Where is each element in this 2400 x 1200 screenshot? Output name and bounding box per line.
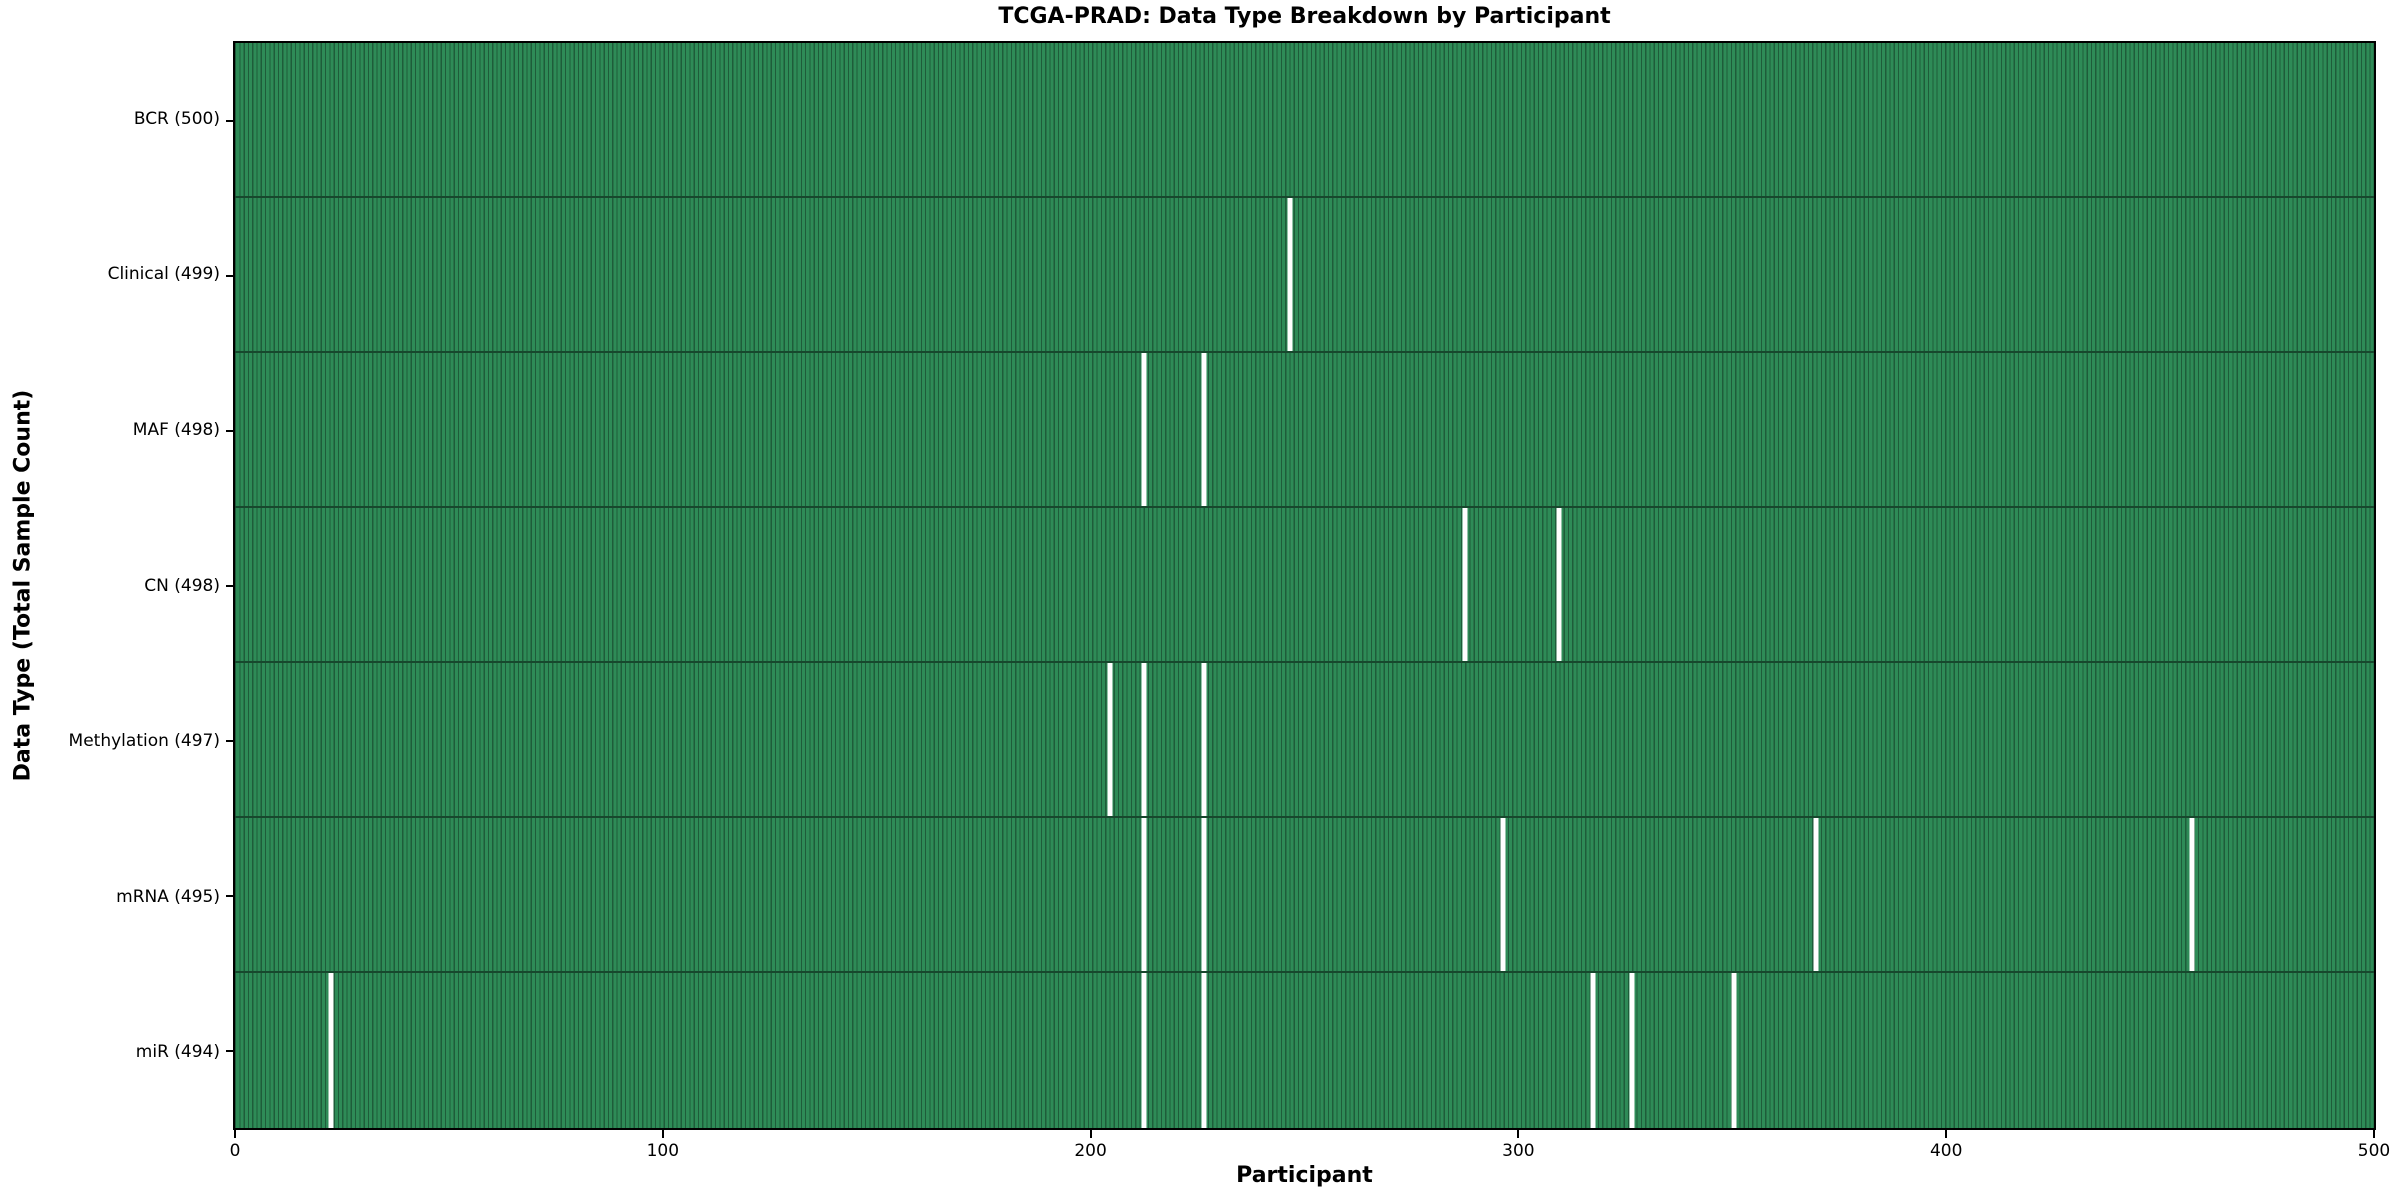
absent-gap <box>1556 508 1562 661</box>
row-mir <box>235 973 2374 1128</box>
y-tick-label: CN (498) <box>144 575 220 596</box>
x-tick-label: 300 <box>1502 1141 1535 1161</box>
absent-gap <box>1141 353 1147 506</box>
chart-title: TCGA-PRAD: Data Type Breakdown by Partic… <box>998 4 1611 29</box>
x-tick-label: 200 <box>1074 1141 1107 1161</box>
row-cn <box>235 508 2374 663</box>
x-tick-mark <box>234 1130 236 1138</box>
absent-gap <box>1141 663 1147 816</box>
absent-gap <box>1287 198 1293 351</box>
x-tick-label: 100 <box>646 1141 680 1161</box>
absent-gap <box>1462 508 1468 661</box>
y-tick-label: miR (494) <box>135 1042 220 1063</box>
y-tick-label: BCR (500) <box>133 108 220 129</box>
absent-gap <box>1141 818 1147 971</box>
x-tick-mark <box>1089 1130 1092 1138</box>
x-tick-label: 400 <box>1929 1141 1963 1161</box>
y-tick-mark <box>226 894 233 897</box>
row-maf <box>235 353 2374 508</box>
x-tick-label: 0 <box>229 1141 241 1161</box>
y-tick-label: Methylation (497) <box>68 731 220 752</box>
y-tick-mark <box>226 119 233 122</box>
row-mrna <box>235 818 2374 973</box>
y-tick-label: mRNA (495) <box>116 886 220 907</box>
x-tick-mark <box>1945 1130 1948 1138</box>
absent-gap <box>2189 818 2195 971</box>
row-clinical <box>235 198 2374 353</box>
y-tick-mark <box>226 584 233 587</box>
y-tick-mark <box>226 274 233 277</box>
absent-gap <box>1813 818 1819 971</box>
row-methylation <box>235 663 2374 818</box>
y-tick-mark <box>226 1049 233 1052</box>
y-tick-label: Clinical (499) <box>107 264 220 285</box>
absent-gap <box>1201 973 1207 1128</box>
absent-gap <box>1731 973 1737 1128</box>
absent-gap <box>1107 663 1113 816</box>
y-tick-label: MAF (498) <box>132 419 220 440</box>
x-tick-mark <box>1517 1130 1520 1138</box>
absent-gap <box>1141 973 1147 1128</box>
y-tick-mark <box>226 739 233 742</box>
x-tick-mark <box>2373 1130 2375 1138</box>
x-tick-mark <box>661 1130 664 1138</box>
y-tick-labels: BCR (500) Clinical (499) MAF (498) CN (498)… <box>0 41 220 1130</box>
absent-gap <box>1629 973 1635 1128</box>
y-tick-mark <box>226 429 233 432</box>
row-bcr <box>235 43 2374 198</box>
absent-gap <box>1201 818 1207 971</box>
x-tick-label: 500 <box>2357 1141 2391 1161</box>
x-axis-label: Participant <box>1236 1163 1373 1188</box>
absent-gap <box>1201 353 1207 506</box>
absent-gap <box>1201 663 1207 816</box>
absent-gap <box>1590 973 1596 1128</box>
absent-gap <box>328 973 334 1128</box>
absent-gap <box>1500 818 1506 971</box>
